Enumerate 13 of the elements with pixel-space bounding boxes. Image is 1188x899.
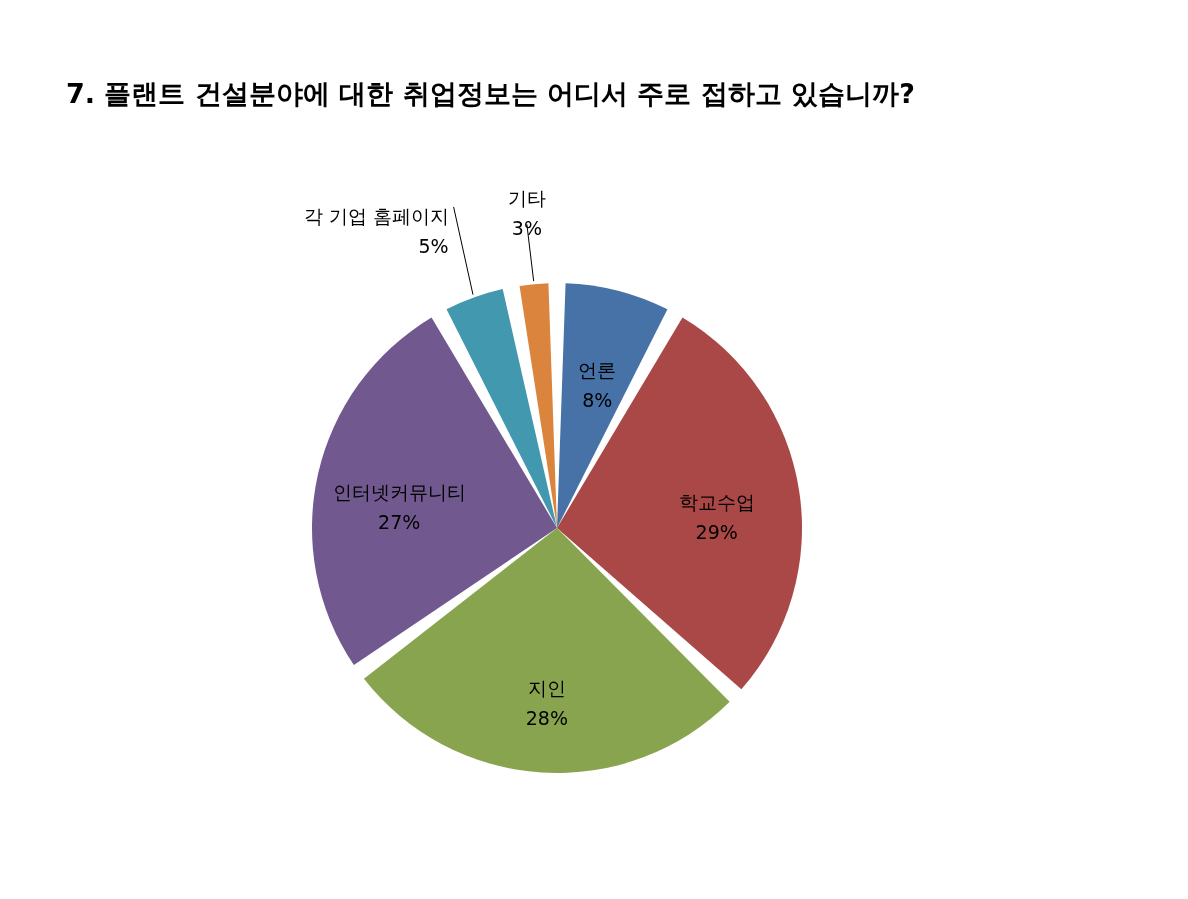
data-label: 5% [418, 234, 449, 257]
data-label: 27% [378, 510, 421, 533]
slice-label: 인터넷커뮤니티 [332, 480, 466, 503]
chart-title: 7. 플랜트 건설분야에 대한 취업정보는 어디서 주로 접하고 있습니까? [66, 78, 915, 109]
data-label: 3% [511, 217, 542, 240]
slice-label: 기타 [507, 187, 546, 210]
data-label: 8% [582, 389, 613, 412]
slice-label: 각 기업 홈페이지 [303, 204, 449, 227]
slice-label: 학교수업 [678, 490, 755, 513]
data-label: 28% [525, 707, 568, 730]
slice-label: 언론 [578, 359, 617, 382]
slice-label: 지인 [527, 677, 566, 700]
data-label: 29% [695, 520, 738, 543]
